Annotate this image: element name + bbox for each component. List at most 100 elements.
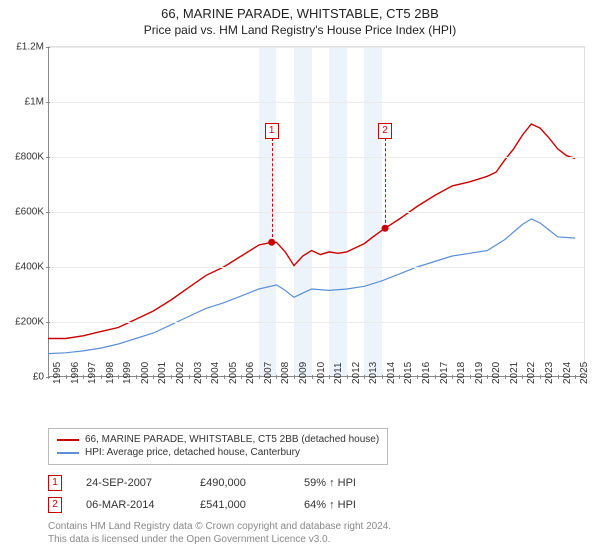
chart-plot-area: £0£200K£400K£600K£800K£1M£1.2M1995199619…: [48, 46, 585, 377]
legend-label: 66, MARINE PARADE, WHITSTABLE, CT5 2BB (…: [85, 434, 379, 445]
y-tick-label: £800K: [0, 152, 44, 163]
x-tick: [136, 375, 137, 379]
x-tick-label: 1996: [70, 362, 81, 384]
x-tick: [66, 375, 67, 379]
x-tick-label: 2012: [351, 362, 362, 384]
x-tick-label: 2008: [280, 362, 291, 384]
x-tick-label: 2006: [245, 362, 256, 384]
x-tick-label: 2009: [298, 362, 309, 384]
gridline: [48, 212, 584, 213]
marker-label-box: 2: [378, 123, 392, 139]
y-tick: [46, 267, 50, 268]
x-tick: [364, 375, 365, 379]
sale-date: 24-SEP-2007: [86, 477, 176, 489]
sales-table: 1 24-SEP-2007 £490,000 59% ↑ HPI 2 06-MA…: [48, 472, 356, 516]
sale-marker-icon: 2: [48, 497, 62, 513]
x-tick: [312, 375, 313, 379]
chart-legend: 66, MARINE PARADE, WHITSTABLE, CT5 2BB (…: [48, 428, 388, 465]
x-tick: [294, 375, 295, 379]
x-tick-label: 2013: [368, 362, 379, 384]
legend-swatch: [57, 452, 79, 454]
x-tick: [48, 375, 49, 379]
gridline: [48, 102, 584, 103]
sale-row: 2 06-MAR-2014 £541,000 64% ↑ HPI: [48, 494, 356, 516]
y-tick-label: £1.2M: [0, 42, 44, 53]
y-tick: [46, 212, 50, 213]
x-tick: [558, 375, 559, 379]
footer-line: This data is licensed under the Open Gov…: [48, 533, 588, 546]
x-tick-label: 2019: [474, 362, 485, 384]
y-tick-label: £1M: [0, 97, 44, 108]
footer-line: Contains HM Land Registry data © Crown c…: [48, 520, 588, 533]
x-tick: [452, 375, 453, 379]
x-tick-label: 1997: [87, 362, 98, 384]
x-tick-label: 2021: [509, 362, 520, 384]
x-tick-label: 2004: [210, 362, 221, 384]
y-tick: [46, 102, 50, 103]
x-tick-label: 2017: [439, 362, 450, 384]
x-tick-label: 2020: [491, 362, 502, 384]
x-tick-label: 1999: [122, 362, 133, 384]
x-tick: [435, 375, 436, 379]
x-tick-label: 2005: [228, 362, 239, 384]
gridline: [48, 322, 584, 323]
x-tick: [382, 375, 383, 379]
y-tick: [46, 47, 50, 48]
x-tick: [241, 375, 242, 379]
x-tick-label: 2022: [526, 362, 537, 384]
x-tick: [118, 375, 119, 379]
x-tick-label: 1998: [105, 362, 116, 384]
x-tick: [505, 375, 506, 379]
x-tick-label: 2011: [333, 362, 344, 384]
gridline: [48, 47, 584, 48]
x-tick-label: 2003: [193, 362, 204, 384]
x-tick: [189, 375, 190, 379]
x-tick: [522, 375, 523, 379]
x-tick-label: 2018: [456, 362, 467, 384]
x-tick: [487, 375, 488, 379]
marker-guideline: [272, 138, 273, 242]
chart-subtitle: Price paid vs. HM Land Registry's House …: [0, 21, 600, 41]
sale-price: £490,000: [200, 477, 280, 489]
series-hpi: [48, 219, 575, 354]
x-tick-label: 2000: [140, 362, 151, 384]
x-tick: [575, 375, 576, 379]
marker-label-box: 1: [265, 123, 279, 139]
x-tick: [470, 375, 471, 379]
legend-item: HPI: Average price, detached house, Cant…: [57, 446, 379, 459]
gridline: [48, 267, 584, 268]
x-tick: [153, 375, 154, 379]
x-tick: [347, 375, 348, 379]
x-tick: [83, 375, 84, 379]
x-tick: [224, 375, 225, 379]
chart-title: 66, MARINE PARADE, WHITSTABLE, CT5 2BB: [0, 0, 600, 21]
x-tick-label: 1995: [52, 362, 63, 384]
x-tick-label: 2002: [175, 362, 186, 384]
y-tick-label: £200K: [0, 317, 44, 328]
x-tick-label: 2025: [579, 362, 590, 384]
y-tick-label: £0: [0, 372, 44, 383]
x-tick-label: 2010: [316, 362, 327, 384]
sale-hpi: 64% ↑ HPI: [304, 499, 356, 511]
sale-price: £541,000: [200, 499, 280, 511]
y-tick: [46, 322, 50, 323]
sale-hpi: 59% ↑ HPI: [304, 477, 356, 489]
x-tick-label: 2001: [157, 362, 168, 384]
x-tick-label: 2007: [263, 362, 274, 384]
x-tick: [206, 375, 207, 379]
gridline: [48, 157, 584, 158]
x-tick-label: 2016: [421, 362, 432, 384]
y-tick-label: £400K: [0, 262, 44, 273]
sale-row: 1 24-SEP-2007 £490,000 59% ↑ HPI: [48, 472, 356, 494]
legend-swatch: [57, 439, 79, 441]
x-tick: [171, 375, 172, 379]
x-tick: [417, 375, 418, 379]
x-tick: [259, 375, 260, 379]
marker-guideline: [385, 138, 386, 228]
sale-date: 06-MAR-2014: [86, 499, 176, 511]
x-tick-label: 2015: [403, 362, 414, 384]
legend-item: 66, MARINE PARADE, WHITSTABLE, CT5 2BB (…: [57, 433, 379, 446]
x-tick-label: 2023: [544, 362, 555, 384]
y-tick-label: £600K: [0, 207, 44, 218]
x-tick: [101, 375, 102, 379]
